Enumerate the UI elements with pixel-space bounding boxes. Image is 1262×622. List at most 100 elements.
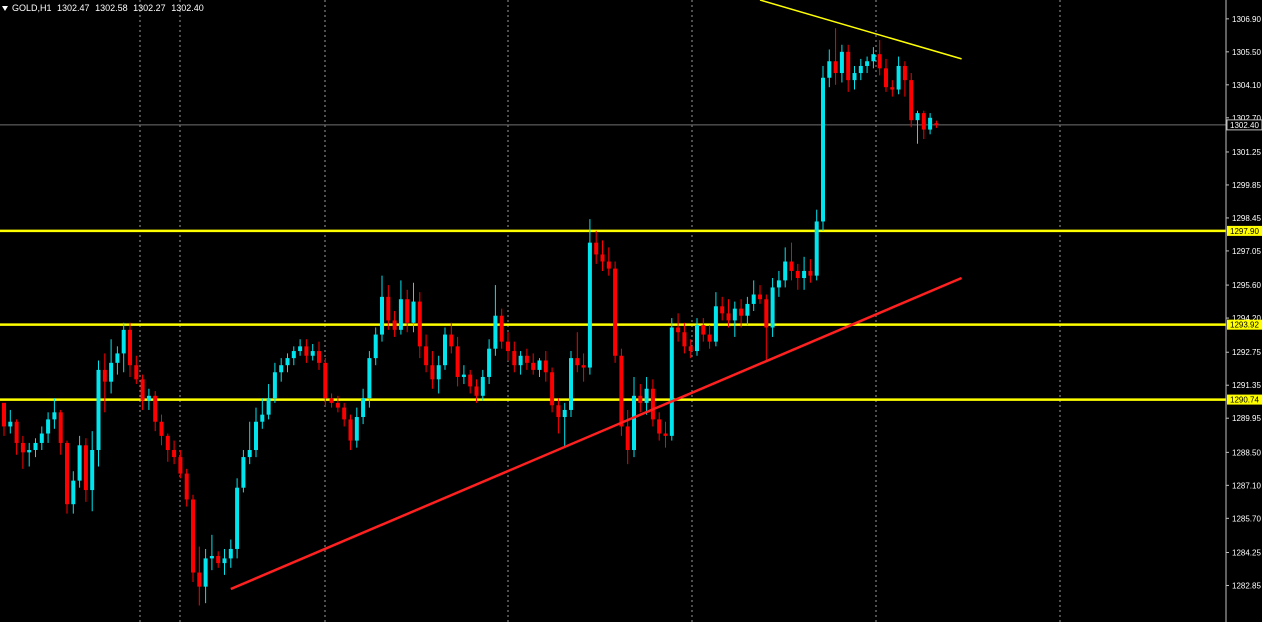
axis-tick-label: 1298.45 bbox=[1232, 214, 1261, 223]
candle-body bbox=[499, 315, 504, 342]
candle-body bbox=[417, 301, 422, 347]
candle-body bbox=[474, 386, 479, 396]
candle-body bbox=[802, 270, 807, 279]
axis-tick-label: 1289.95 bbox=[1232, 414, 1261, 423]
axis-tick-label: 1294.20 bbox=[1232, 314, 1261, 323]
candle-body bbox=[449, 334, 454, 347]
candle-body bbox=[632, 395, 636, 451]
candle-body bbox=[524, 355, 529, 363]
candle-body bbox=[890, 87, 895, 90]
candle-body bbox=[865, 61, 870, 66]
candle-body bbox=[272, 372, 277, 399]
candle-body bbox=[102, 369, 107, 382]
candle-body bbox=[839, 51, 844, 74]
candles bbox=[2, 28, 939, 606]
candle-body bbox=[165, 435, 170, 451]
axis-tick-label: 1285.70 bbox=[1232, 514, 1261, 523]
candle-body bbox=[310, 351, 315, 356]
candle-body bbox=[877, 54, 882, 69]
candle-body bbox=[260, 414, 265, 422]
candle-body bbox=[764, 299, 769, 328]
candle-body bbox=[575, 358, 580, 366]
candle-body bbox=[71, 480, 76, 505]
candle-body bbox=[650, 388, 655, 420]
candle-body bbox=[808, 270, 813, 276]
candle-body bbox=[569, 358, 573, 410]
candle-body bbox=[487, 348, 492, 377]
candle-body bbox=[304, 346, 309, 356]
horizontal-levels bbox=[0, 229, 1226, 401]
candle-body bbox=[172, 450, 177, 458]
candle-body bbox=[701, 325, 706, 335]
candle-body bbox=[128, 329, 132, 366]
candle-body bbox=[367, 358, 372, 399]
candle-body bbox=[537, 360, 542, 370]
candle-body bbox=[518, 355, 523, 366]
candle-body bbox=[506, 341, 510, 352]
candle-body bbox=[902, 65, 907, 81]
candle-body bbox=[424, 346, 429, 366]
level-label-bg bbox=[1227, 319, 1262, 330]
candle-body bbox=[921, 113, 926, 130]
candle-body bbox=[298, 346, 303, 352]
price-axis: 1306.90 1305.50 1304.10 1302.70 1301.25 1299.… bbox=[1225, 0, 1262, 622]
candle-body bbox=[58, 412, 63, 443]
candle-body bbox=[833, 61, 838, 74]
candle-body bbox=[676, 327, 681, 333]
ohlc-close: 1302.40 bbox=[171, 3, 204, 13]
candle-body bbox=[83, 445, 88, 491]
candle-body bbox=[732, 308, 737, 321]
candle-body bbox=[191, 499, 195, 573]
candle-body bbox=[657, 419, 662, 434]
chart-header: GOLD,H1 1302.47 1302.58 1302.27 1302.40 bbox=[2, 3, 207, 13]
candle-body bbox=[266, 398, 271, 415]
candle-body bbox=[556, 405, 561, 418]
candle-body bbox=[776, 280, 781, 288]
candle-body bbox=[663, 433, 668, 436]
axis-tick-label: 1304.10 bbox=[1232, 81, 1261, 90]
candle-body bbox=[361, 398, 366, 418]
candle-body bbox=[758, 294, 762, 300]
candle-body bbox=[121, 329, 126, 354]
candle-body bbox=[115, 353, 120, 363]
candle-body bbox=[789, 261, 794, 271]
vertical-grid bbox=[0, 0, 1226, 622]
candle-body bbox=[65, 442, 69, 505]
ohlc-open: 1302.47 bbox=[57, 3, 90, 13]
candle-body bbox=[594, 242, 599, 255]
candle-body bbox=[827, 61, 832, 78]
candle-body bbox=[638, 395, 643, 403]
trendline bbox=[230, 276, 963, 591]
candle-body bbox=[209, 556, 214, 559]
axis-tick-label: 1306.90 bbox=[1232, 15, 1261, 24]
candle-body bbox=[222, 558, 227, 564]
candle-body bbox=[178, 457, 183, 474]
candle-body bbox=[33, 442, 38, 451]
candle-body bbox=[247, 450, 252, 458]
candle-body bbox=[512, 351, 517, 366]
candle-body bbox=[184, 473, 189, 500]
candle-body bbox=[109, 362, 114, 382]
ohlc-low: 1302.27 bbox=[133, 3, 166, 13]
candle-body bbox=[821, 77, 825, 222]
candle-body bbox=[644, 388, 649, 403]
candle-body bbox=[606, 261, 611, 269]
candle-body bbox=[335, 402, 340, 408]
candle-body bbox=[2, 402, 6, 427]
candle-body bbox=[713, 306, 718, 342]
candle-body bbox=[146, 395, 151, 401]
candle-body bbox=[159, 421, 164, 436]
candle-body bbox=[871, 54, 876, 62]
candle-body bbox=[587, 242, 592, 368]
chevron-down-icon[interactable] bbox=[2, 6, 8, 12]
candle-body bbox=[915, 113, 920, 121]
candle-body bbox=[455, 346, 460, 377]
candle-body bbox=[430, 365, 435, 380]
candle-body bbox=[235, 487, 240, 549]
candle-body bbox=[380, 296, 384, 335]
candle-body bbox=[342, 407, 347, 420]
candle-body bbox=[392, 320, 397, 330]
candle-body bbox=[669, 327, 674, 436]
level-label: 1293.92 bbox=[1230, 321, 1259, 330]
